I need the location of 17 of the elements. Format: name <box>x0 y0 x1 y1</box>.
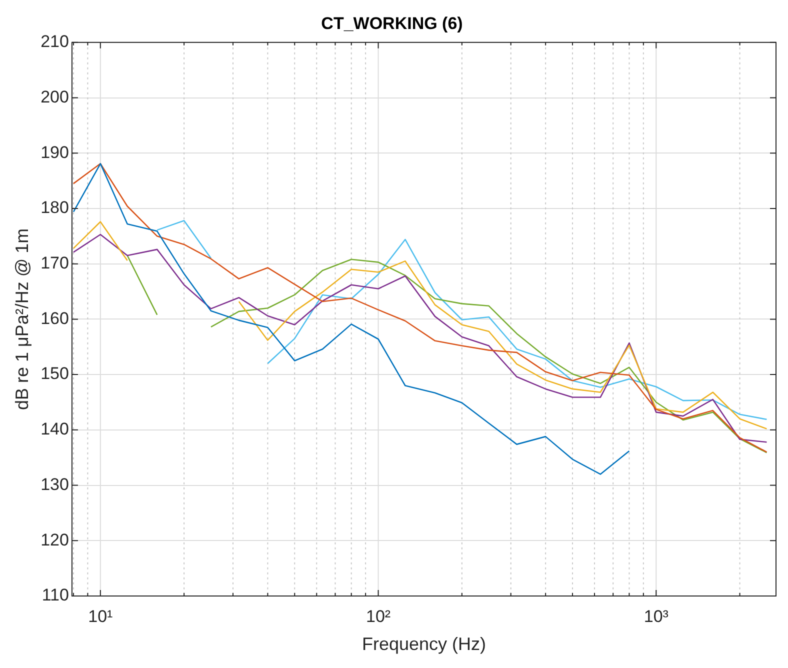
y-tick-label: 180 <box>40 198 69 218</box>
x-axis-title: Frequency (Hz) <box>362 634 486 654</box>
y-tick-label: 140 <box>40 420 69 439</box>
y-axis-title: dB re 1 μPa²/Hz @ 1m <box>12 228 32 410</box>
chart-title: CT_WORKING (6) <box>321 14 463 33</box>
y-tick-label: 170 <box>40 254 69 273</box>
x-tick-label: 10¹ <box>88 606 114 626</box>
x-tick-label: 10² <box>366 606 391 626</box>
y-tick-label: 160 <box>40 308 69 328</box>
y-tick-label: 110 <box>42 586 69 605</box>
y-tick-label: 210 <box>40 32 69 52</box>
y-tick-label: 190 <box>40 142 69 162</box>
x-tick-label: 10³ <box>644 606 669 626</box>
y-tick-label: 130 <box>40 474 69 494</box>
y-tick-label: 150 <box>40 364 69 384</box>
y-tick-label: 200 <box>40 87 69 106</box>
y-tick-label: 120 <box>40 530 69 550</box>
